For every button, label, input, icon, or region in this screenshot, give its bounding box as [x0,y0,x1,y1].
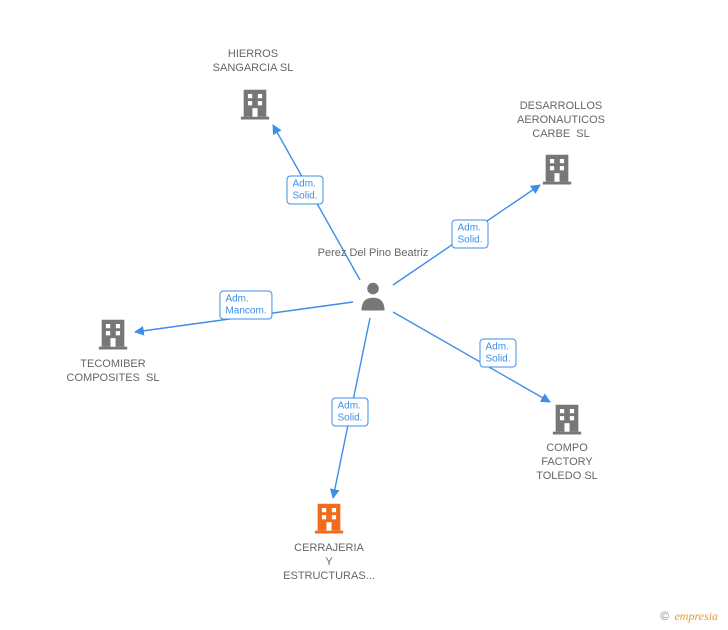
edge-label-compo: Adm. Solid. [479,339,516,368]
building-icon-compo [550,401,584,440]
node-label-hierros: HIERROS SANGARCIA SL [213,48,294,76]
edge-label-tecomiber: Adm. Mancom. [219,291,272,320]
building-icon-tecomiber [96,316,130,355]
node-label-cerrajeria: CERRAJERIA Y ESTRUCTURAS... [283,542,375,583]
footer-branding: © empresia [660,609,718,624]
building-icon-desarrollos [540,151,574,190]
edge-label-desarrollos: Adm. Solid. [451,220,488,249]
person-icon [359,281,387,316]
edge-compo [393,312,550,402]
building-icon-cerrajeria [312,500,346,539]
copyright-symbol: © [660,609,669,623]
node-label-desarrollos: DESARROLLOS AERONAUTICOS CARBE SL [517,100,605,141]
edge-label-hierros: Adm. Solid. [286,176,323,205]
node-label-compo: COMPO FACTORY TOLEDO SL [536,442,598,483]
brand-name: empresia [674,609,718,623]
node-label-tecomiber: TECOMIBER COMPOSITES SL [67,358,160,386]
center-node-label: Perez Del Pino Beatriz [318,247,429,261]
diagram-canvas: Perez Del Pino Beatriz HIERROS SANGARCIA… [0,0,728,630]
building-icon-hierros [238,86,272,125]
edge-label-cerrajeria: Adm. Solid. [331,398,368,427]
